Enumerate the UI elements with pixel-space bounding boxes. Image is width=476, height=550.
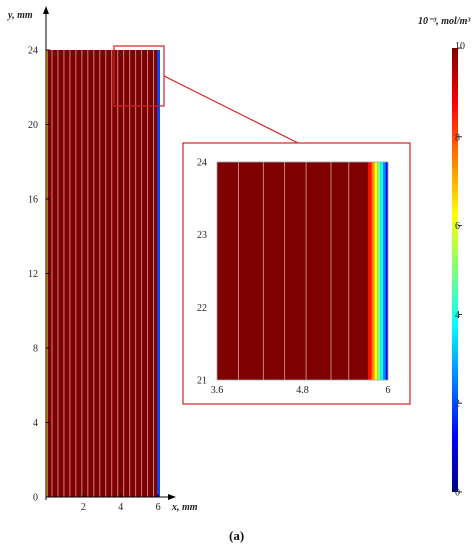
zoom-inset: 3.6 4.8 6 21 22 23 24 — [182, 142, 411, 405]
main-y-tick-label: 12 — [28, 269, 38, 280]
main-x-ticks: 2 4 6 — [81, 494, 161, 513]
inset-y-tick-label: 24 — [197, 158, 207, 169]
main-contour-lines — [51, 50, 155, 497]
inset-x-ticks: 3.6 4.8 6 — [211, 385, 391, 396]
inset-x-tick-label: 6 — [386, 385, 391, 396]
inset-y-ticks: 21 22 23 24 — [197, 158, 207, 387]
main-x-axis-arrow — [168, 494, 176, 500]
main-y-tick-label: 24 — [28, 46, 38, 57]
main-x-axis-label: x, mm — [171, 502, 198, 513]
inset-edge-band — [368, 162, 372, 380]
main-y-tick-label: 0 — [33, 493, 38, 504]
inset-x-tick-label: 4.8 — [296, 385, 309, 396]
main-x-tick-label: 6 — [156, 502, 161, 513]
inset-x-tick-label: 3.6 — [211, 385, 224, 396]
colorbar-tick-label: 0 — [455, 488, 460, 499]
colorbar-tick-label: 6 — [455, 221, 460, 232]
main-y-ticks: 0 4 8 12 16 20 24 — [28, 46, 50, 504]
main-y-axis-label: y, mm — [7, 10, 33, 21]
inset-edge-gradient — [216, 161, 389, 381]
main-y-tick-label: 4 — [33, 418, 38, 429]
colorbar-tick-label: 8 — [455, 132, 460, 143]
inset-edge-band — [371, 162, 375, 380]
colorbar-ticks: 0 2 4 6 8 10 — [455, 41, 465, 499]
colorbar-tick-label: 4 — [455, 310, 460, 321]
inset-edge-band — [374, 162, 378, 380]
colorbar-tick-label: 2 — [455, 399, 460, 410]
inset-edge-band — [380, 162, 384, 380]
inset-y-tick-label: 22 — [197, 303, 207, 314]
main-y-tick-label: 16 — [28, 195, 38, 206]
colorbar-ramp — [452, 48, 458, 492]
inset-contour-lines — [237, 162, 350, 380]
colorbar: 10⁻³, mol/m³ 0 2 4 6 8 10 — [418, 16, 471, 499]
main-edge-band — [157, 50, 160, 497]
main-concentration-field — [46, 50, 160, 497]
inset-y-tick-label: 21 — [197, 376, 207, 387]
inset-edge-band — [385, 162, 388, 380]
figure-caption: (a) — [229, 528, 244, 543]
inset-edge-band — [383, 162, 386, 380]
inset-y-tick-label: 23 — [197, 230, 207, 241]
main-y-tick-label: 8 — [33, 344, 38, 355]
inset-edge-band — [377, 162, 381, 380]
colorbar-title: 10⁻³, mol/m³ — [418, 16, 471, 27]
main-x-tick-label: 2 — [81, 502, 86, 513]
main-x-tick-label: 4 — [118, 502, 123, 513]
main-y-axis-arrow — [43, 6, 49, 14]
main-y-tick-label: 20 — [28, 120, 38, 131]
main-field-fill — [46, 50, 160, 497]
inset-field-fill — [217, 162, 388, 380]
zoom-connector-line — [163, 75, 299, 144]
inset-plot-frame — [216, 161, 389, 381]
colorbar-tick-label: 10 — [455, 41, 465, 52]
inset-concentration-field — [217, 162, 388, 380]
